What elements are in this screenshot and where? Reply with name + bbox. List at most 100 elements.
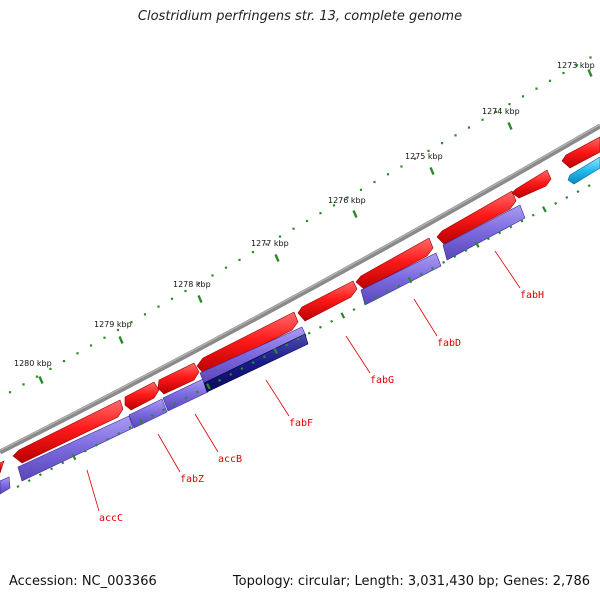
gene-label-fabh[interactable]: fabH <box>520 290 544 301</box>
tick-dot <box>150 414 154 418</box>
tick-dot <box>576 190 580 194</box>
gene-bar[interactable] <box>199 326 307 384</box>
cds-feature[interactable] <box>124 381 160 411</box>
kbp-tick-label: 1278 kbp <box>173 280 211 289</box>
tick-dot <box>531 213 535 217</box>
kbp-tick-label: 1277 kbp <box>251 239 289 248</box>
cds-feature[interactable] <box>196 311 299 375</box>
tick-dot <box>278 235 282 238</box>
tick-dot <box>143 313 147 316</box>
tick-dot <box>407 276 413 284</box>
tick-dot <box>589 56 592 59</box>
tick-dot <box>238 258 241 261</box>
tick-dot <box>374 296 378 300</box>
tick-dot <box>27 479 31 483</box>
gene-bar[interactable] <box>17 415 134 482</box>
tick-dot <box>386 173 390 176</box>
cds-feature[interactable] <box>297 280 358 322</box>
cds-feature[interactable] <box>355 237 434 290</box>
tick-dot <box>508 103 511 106</box>
cds-feature[interactable] <box>0 460 5 474</box>
tick-dot <box>427 149 430 152</box>
tick-dot <box>318 325 322 329</box>
tick-dot <box>464 249 468 253</box>
tick-dot <box>430 266 434 270</box>
tick-dot <box>229 372 233 376</box>
tick-dot <box>71 453 77 461</box>
tick-dot <box>106 437 110 441</box>
tick-dot <box>251 251 255 254</box>
gene-track <box>0 204 526 495</box>
kbp-tick-label: 1279 kbp <box>94 320 132 329</box>
cds-feature[interactable] <box>561 136 600 169</box>
map-title: Clostridium perfringens str. 13, complet… <box>137 9 463 24</box>
other-feature[interactable] <box>567 156 600 185</box>
tick-dot <box>62 359 66 363</box>
tick-dot <box>273 347 278 355</box>
cds-feature[interactable] <box>12 399 124 464</box>
gene-bar[interactable] <box>0 476 11 495</box>
gene-label-fabz[interactable]: fabZ <box>180 474 204 485</box>
tick-dot <box>296 337 300 341</box>
leader-line <box>413 298 438 337</box>
gene-bar[interactable] <box>128 398 168 429</box>
tick-dot <box>162 408 166 412</box>
kbp-ticks: 1273 kbp 1274 kbp 1275 kbp 1276 kbp 1277 kbp… <box>14 61 595 384</box>
gene-label-fabg[interactable]: fabG <box>370 375 394 386</box>
leader-line <box>345 335 371 374</box>
tick-dot <box>138 418 144 425</box>
tick-dot <box>195 390 199 394</box>
tick-dot <box>319 212 322 215</box>
tick-dot <box>467 126 471 129</box>
tick-dot <box>285 343 289 347</box>
leader-line <box>494 250 521 289</box>
gene-label-accb[interactable]: accB <box>218 454 242 465</box>
tick-dot <box>346 196 349 199</box>
tick-dot <box>61 461 65 465</box>
tick-dot <box>554 201 558 205</box>
tick-dot <box>307 331 311 335</box>
gene-label-fabf[interactable]: fabF <box>289 418 313 429</box>
tick-dot <box>413 157 417 160</box>
tick-dot <box>575 64 579 67</box>
gene-label-fabd[interactable]: fabD <box>437 338 461 349</box>
cds-feature[interactable] <box>511 169 552 199</box>
cds-track <box>0 136 600 474</box>
tick-dot <box>184 289 187 293</box>
major-tick <box>352 210 358 218</box>
major-tick <box>429 167 435 175</box>
leader-line <box>194 413 219 453</box>
gene-bar[interactable] <box>203 333 309 393</box>
gene-label-accc[interactable]: accC <box>99 513 123 524</box>
gene-bar[interactable] <box>360 252 442 306</box>
tick-dot <box>116 328 120 332</box>
major-tick <box>587 69 593 77</box>
cds-feature[interactable] <box>436 190 517 245</box>
gene-bar[interactable] <box>442 204 526 261</box>
tick-dot <box>265 243 268 246</box>
tick-dot <box>251 361 255 365</box>
tick-dot <box>481 118 484 121</box>
tick-dot <box>509 225 513 229</box>
tick-dot <box>442 260 446 264</box>
tick-dot <box>224 266 228 269</box>
tick-dot <box>22 383 25 386</box>
tick-dot <box>292 227 295 230</box>
tick-dot <box>535 87 538 90</box>
inner-tick-track <box>16 184 591 489</box>
tick-dot <box>8 391 12 394</box>
major-tick <box>274 254 280 262</box>
genome-backbone <box>0 123 600 455</box>
tick-dot <box>117 431 121 435</box>
tick-dot <box>157 305 160 308</box>
tick-dot <box>363 302 367 306</box>
tick-dot <box>130 321 133 324</box>
kbp-tick-label: 1280 kbp <box>14 359 52 368</box>
accession: Accession: NC_003366 <box>9 574 157 589</box>
kbp-tick-label: 1276 kbp <box>328 196 366 205</box>
leader-line <box>157 433 181 473</box>
tick-dot <box>330 319 334 323</box>
kbp-tick-label: 1273 kbp <box>557 61 595 70</box>
cds-feature[interactable] <box>157 362 200 395</box>
